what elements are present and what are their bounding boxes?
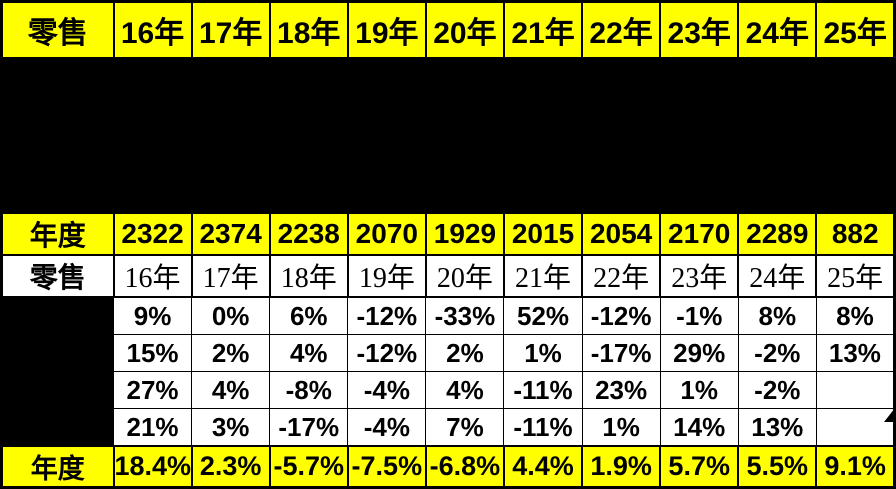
percent-cell: 14%: [659, 408, 739, 447]
year-header-cell: 25年: [815, 0, 896, 59]
year-header-cell: 24年: [737, 254, 818, 298]
percent-cell: 13%: [815, 334, 896, 372]
percent-cell: -17%: [581, 334, 661, 372]
clipped-corner-triangle-icon: [884, 408, 895, 422]
total-value-cell: 2170: [659, 212, 740, 256]
growth-cell: 4.4%: [502, 445, 584, 489]
percent-cell: 1%: [581, 408, 661, 447]
total-value-cell: 1929: [424, 212, 505, 256]
row-label-cell: 年度: [0, 212, 115, 256]
year-header-cell: 17年: [190, 254, 271, 298]
percent-cell: 27%: [112, 371, 193, 409]
percent-cell: -17%: [269, 408, 349, 447]
percent-cell: -11%: [503, 408, 583, 447]
percent-cell: -2%: [737, 334, 817, 372]
year-header-cell: 21年: [502, 0, 584, 59]
percent-row-2: 15% 2% 4% -12% 2% 1% -17% 29% -2% 13%: [2, 334, 896, 372]
annual-growth-row: 年度 18.4% 2.3% -5.7% -7.5% -6.8% 4.4% 1.9…: [0, 445, 896, 489]
percent-cell: 2%: [425, 334, 505, 372]
year-header-cell: 18年: [268, 254, 349, 298]
percent-cell: 0%: [191, 296, 271, 335]
row-label-cell: 零售: [0, 254, 115, 298]
year-header-cell: 16年: [112, 254, 193, 298]
percent-cell: 7%: [425, 408, 505, 447]
total-value-cell: 2322: [112, 212, 193, 256]
percent-cell: -33%: [425, 296, 505, 335]
year-header-cell: 20年: [424, 254, 505, 298]
percent-cell: -12%: [581, 296, 661, 335]
total-value-cell: 882: [815, 212, 896, 256]
growth-cell: 1.9%: [581, 445, 662, 489]
percent-cell: 4%: [269, 334, 349, 372]
percent-cell: -4%: [347, 408, 427, 447]
percent-cell: 6%: [269, 296, 349, 335]
percent-cell: -2%: [737, 371, 817, 409]
percent-row-1: 9% 0% 6% -12% -33% 52% -12% -1% 8% 8%: [1, 296, 896, 447]
percent-cell: -4%: [347, 371, 427, 409]
annual-totals-row: 年度 2322 2374 2238 2070 1929 2015 2054 21…: [0, 212, 896, 256]
year-header-cell: 16年: [112, 0, 193, 59]
percent-cell: 9%: [112, 296, 193, 335]
growth-cell: 2.3%: [190, 445, 271, 489]
mid-header-row: 零售 16年 17年 18年 19年 20年 21年 22年 23年 24年 2…: [0, 254, 896, 298]
year-header-cell: 19年: [346, 0, 427, 59]
growth-cell: 9.1%: [815, 445, 896, 489]
growth-cell: -6.8%: [424, 445, 505, 489]
total-value-cell: 2054: [581, 212, 662, 256]
year-header-cell: 25年: [815, 254, 896, 298]
top-header-row: 零售 16年 17年 18年 19年 20年 21年 22年 23年 24年 2…: [0, 0, 896, 59]
percent-cell: -12%: [347, 296, 427, 335]
growth-cell: 18.4%: [112, 445, 193, 489]
growth-cell: -5.7%: [268, 445, 349, 489]
percent-cell: -1%: [659, 296, 739, 335]
percent-cell: 15%: [112, 334, 193, 372]
percent-cell: 23%: [581, 371, 661, 409]
percent-row-4: 21% 3% -17% -4% 7% -11% 1% 14% 13%: [2, 408, 896, 447]
redacted-row-labels-block: [1, 296, 114, 447]
year-header-cell: 22年: [581, 0, 662, 59]
redacted-rows-block: [1, 57, 895, 214]
percent-cell: -8%: [269, 371, 349, 409]
growth-cell: 5.7%: [659, 445, 740, 489]
percent-cell: 1%: [659, 371, 739, 409]
percent-cell: [815, 408, 896, 447]
year-header-cell: 21年: [502, 254, 584, 298]
year-header-cell: 24年: [737, 0, 818, 59]
percent-cell: 13%: [737, 408, 817, 447]
growth-cell: 5.5%: [737, 445, 818, 489]
year-header-cell: 23年: [659, 254, 740, 298]
percent-cell: 29%: [659, 334, 739, 372]
total-value-cell: 2289: [737, 212, 818, 256]
growth-cell: -7.5%: [346, 445, 427, 489]
row-label-cell: 零售: [0, 0, 115, 59]
percent-cell: 21%: [112, 408, 193, 447]
percent-cell: 8%: [815, 296, 896, 335]
percent-cell: -12%: [347, 334, 427, 372]
year-header-cell: 22年: [581, 254, 662, 298]
percent-cell: 1%: [503, 334, 583, 372]
total-value-cell: 2070: [346, 212, 427, 256]
year-header-cell: 23年: [659, 0, 740, 59]
percent-cell: 52%: [503, 296, 583, 335]
redacted-block: [1, 57, 895, 214]
percent-row-3: 27% 4% -8% -4% 4% -11% 23% 1% -2%: [2, 371, 896, 409]
percent-cell: [815, 371, 896, 409]
year-header-cell: 18年: [268, 0, 349, 59]
year-header-cell: 19年: [346, 254, 427, 298]
percent-cell: 8%: [737, 296, 817, 335]
year-header-cell: 20年: [424, 0, 505, 59]
percent-cell: 3%: [191, 408, 271, 447]
total-value-cell: 2015: [502, 212, 584, 256]
total-value-cell: 2374: [190, 212, 271, 256]
percent-cell: 4%: [191, 371, 271, 409]
percent-cell: -11%: [503, 371, 583, 409]
year-header-cell: 17年: [190, 0, 271, 59]
percent-cell: 2%: [191, 334, 271, 372]
total-value-cell: 2238: [268, 212, 349, 256]
percent-cell: 4%: [425, 371, 505, 409]
row-label-cell: 年度: [0, 445, 115, 489]
